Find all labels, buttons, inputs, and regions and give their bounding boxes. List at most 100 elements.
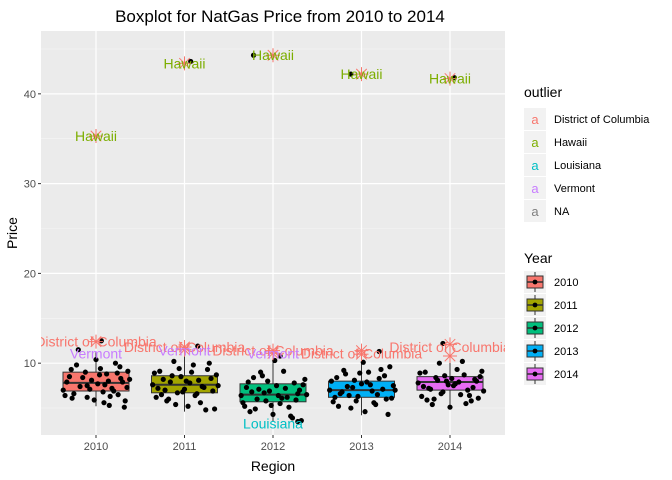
data-point [180,389,186,395]
data-point [197,400,204,406]
data-point [71,391,77,397]
legend-glyph: a [531,135,539,150]
x-tick-label: 2013 [349,441,373,453]
legend-year-item: 2012 [524,317,578,339]
y-axis-title: Price [4,217,20,249]
outlier-label: District of Columbia [35,334,157,350]
data-point [100,389,106,395]
data-point [258,369,264,375]
data-point [479,368,485,374]
box-2010 [62,371,130,392]
outlier-marker [177,342,192,357]
data-point [461,372,467,378]
data-point [165,396,172,402]
data-point [82,369,88,375]
data-point [157,368,163,374]
data-point [334,374,340,381]
outlier-label: Vermont [158,343,210,359]
x-axis-title: Region [251,458,295,474]
outlier-label: Vermont [70,345,122,361]
outlier-label: Vermont [247,345,299,361]
data-point [245,379,251,385]
data-point [330,399,336,405]
data-point [424,397,430,403]
data-point [458,392,464,398]
data-point [392,387,398,393]
legend-outlier-item: a Hawaii [524,131,587,153]
data-point [62,392,68,399]
y-tick-label: 30 [24,179,36,191]
axes: 10 20 30 40 2010 2011 2012 2013 2014 [24,89,462,453]
data-point [210,388,216,394]
data-point [353,398,359,404]
legend-label: District of Columbia [554,114,650,126]
data-point [183,378,189,384]
data-point [281,368,287,374]
data-point [367,382,373,388]
outlier-marker [443,71,457,86]
data-point [107,393,113,399]
x-tick-label: 2010 [84,441,108,453]
data-point [357,370,363,376]
outlier-label: Hawaii [429,71,471,87]
x-tick-label: 2012 [261,441,285,453]
data-point [447,404,453,410]
data-point [95,381,101,387]
data-point [105,378,111,384]
outlier-label: Hawaii [163,55,205,71]
data-point [332,394,338,400]
data-point [279,395,285,401]
data-point [249,389,255,395]
data-point [277,400,283,407]
outlier-marker [89,129,103,144]
data-point [348,405,354,411]
data-point [284,394,290,400]
data-point [66,374,73,380]
data-point [114,370,120,376]
data-point [436,360,442,366]
data-point [475,395,481,401]
data-point [291,380,297,386]
data-point [296,387,303,393]
data-point [185,403,191,409]
data-point [240,400,246,406]
data-point [388,395,395,401]
data-point [158,392,165,398]
data-point [387,364,393,370]
data-point [112,360,119,366]
data-point [268,402,274,408]
outlier-label: District of Columbia [301,345,423,361]
data-point [196,377,202,383]
data-point [93,356,99,363]
legend-label: 2014 [554,369,578,381]
data-point [190,362,196,368]
chart-title: Boxplot for NatGas Price from 2010 to 20… [115,7,445,26]
data-point [417,370,423,376]
data-point [355,393,361,399]
legend-label: Hawaii [554,137,587,149]
data-point [119,379,126,385]
data-point [302,376,308,382]
legend-outlier-item: a Louisiana [524,154,602,176]
data-point [422,369,428,375]
data-point [206,360,212,366]
data-point [327,387,333,393]
data-point [427,386,434,392]
outlier-marker [266,48,280,63]
data-point [213,372,219,378]
data-point [160,376,166,382]
legend-key [524,200,546,222]
legend-glyph: a [531,181,539,196]
outlier-label: Hawaii [340,66,382,82]
data-point [473,378,480,384]
legend-outlier-item: a Vermont [524,177,595,199]
data-point [68,366,74,373]
outlier-marker [354,347,369,362]
data-point [378,366,384,373]
data-point [380,386,386,392]
data-point [155,385,161,391]
data-point [266,388,273,394]
data-point [376,375,382,382]
